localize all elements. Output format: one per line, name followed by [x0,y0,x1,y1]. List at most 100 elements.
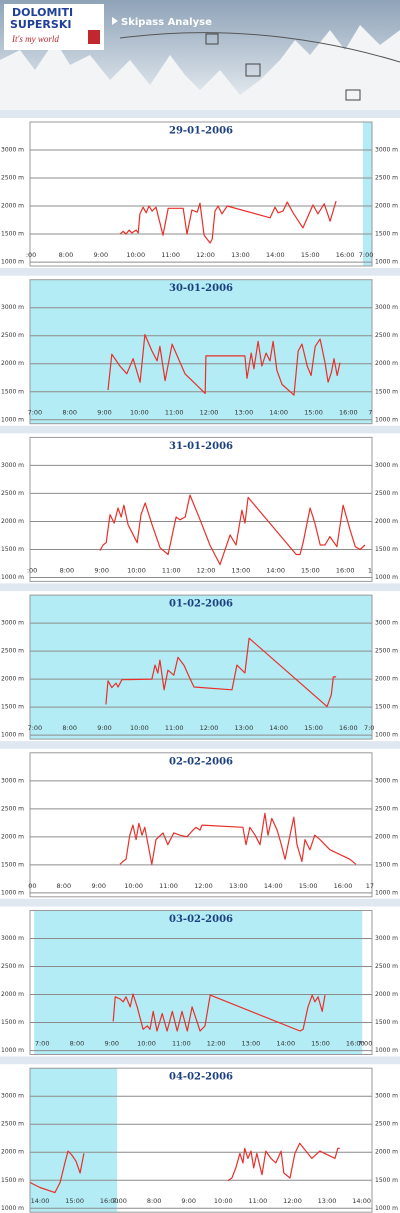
panel-background [0,118,400,268]
x-tick-label: 8:00 [57,882,72,890]
y-tick-label-right: 1500 m [375,546,398,553]
x-tick-label: 12:00 [283,1197,302,1205]
y-tick-label: 3000 m [1,1093,24,1100]
logo-line2: SUPERSKI [10,18,71,31]
x-tick-label: 8:00 [62,409,77,417]
chart-title: 02-02-2006 [169,756,233,767]
y-tick-label: 1000 m [1,1047,24,1054]
y-tick-label: 3000 m [1,304,24,311]
x-tick-label: 15:00 [311,1040,330,1048]
x-tick-label: 13:00 [318,1197,337,1205]
y-tick-label: 3000 m [1,462,24,469]
x-tick-label: 16:00 [336,251,355,259]
plot-frame [29,279,373,425]
x-tick-label: 14:00 [264,882,283,890]
y-tick-label-right: 2000 m [375,203,398,210]
y-tick-label-right: 2000 m [375,518,398,525]
y-tick-label: 3000 m [1,620,24,627]
y-tick-label-right: 1000 m [375,889,398,896]
y-tick-label: 1000 m [1,259,24,266]
y-tick-label-right: 1500 m [375,861,398,868]
y-tick-label: 2500 m [1,1121,24,1128]
x-tick-label: 15:00 [301,566,320,574]
y-tick-label-right: 2500 m [375,490,398,497]
x-tick-label: 7 [368,409,372,417]
y-tick-label: 1500 m [1,1177,24,1184]
y-tick-label-right: 3000 m [375,304,398,311]
x-tick-label: 7:00 [28,724,43,732]
y-tick-label: 2500 m [1,332,24,339]
y-tick-label: 1500 m [1,546,24,553]
chart-title: 01-02-2006 [169,599,233,610]
x-tick-label: 8:00 [70,1040,85,1048]
x-tick-label: 13:00 [242,1040,261,1048]
chart-panel: 1000 m 1000 m 1500 m 1500 m 2000 m 2000 m 2500… [0,1064,400,1213]
y-tick-label-right: 1500 m [375,388,398,395]
y-tick-label-right: 3000 m [375,935,398,942]
chart-title: 30-01-2006 [169,283,233,294]
y-tick-label-right: 1000 m [375,574,398,581]
x-tick-label: 16:00 [339,409,358,417]
x-tick-label: 14:00 [266,566,285,574]
x-tick-label: 1 [368,566,372,574]
y-tick-label: 2000 m [1,991,24,998]
chart-title: 29-01-2006 [169,126,233,137]
altitude-line [105,637,337,708]
x-tick-label: 15:00 [65,1197,84,1205]
y-tick-label: 2000 m [1,1149,24,1156]
x-tick-label: 16:00 [100,1197,119,1205]
y-tick-label: 2000 m [1,203,24,210]
y-tick-label-right: 1500 m [375,231,398,238]
y-tick-label-right: 1500 m [375,1019,398,1026]
y-tick-label: 3000 m [1,777,24,784]
x-tick-label: 9:00 [97,409,112,417]
plot-frame [29,1067,373,1213]
x-tick-label: 11:00 [172,1040,191,1048]
y-tick-label-right: 2500 m [375,963,398,970]
x-tick-label: 14:00 [266,251,285,259]
x-tick-label: 13:00 [234,724,253,732]
x-tick-label: 9:00 [181,1197,196,1205]
x-tick-label: 14:00 [352,1197,371,1205]
x-tick-label: 16:00 [346,1040,365,1048]
y-tick-label-right: 1500 m [375,704,398,711]
logo-box [4,4,104,50]
x-tick-label: 14:00 [269,409,288,417]
x-tick-label: 11:00 [161,251,180,259]
x-tick-label: 12:00 [207,1040,226,1048]
x-tick-label: 9:00 [97,724,112,732]
x-tick-label: :00 [26,251,36,259]
x-tick-label: 15:00 [299,882,318,890]
y-tick-label: 1000 m [1,574,24,581]
logo-mark [88,30,100,44]
x-tick-label: 10:00 [127,566,146,574]
altitude-line [119,200,337,244]
title-arrow [112,17,118,25]
y-tick-label: 2500 m [1,648,24,655]
plot-frame [29,594,373,740]
panel-background [0,433,400,584]
y-tick-label-right: 1000 m [375,1047,398,1054]
y-tick-label-right: 2500 m [375,805,398,812]
y-tick-label: 1000 m [1,1205,24,1212]
x-tick-label: 16:00 [334,882,353,890]
x-tick-label: 8:00 [147,1197,162,1205]
day-shade [34,910,363,1055]
y-tick-label-right: 1500 m [375,1177,398,1184]
x-tick-label: 13:00 [231,566,250,574]
chart-panel: 1000 m 1000 m 1500 m 1500 m 2000 m 2000 m 2500… [0,748,400,899]
y-tick-label: 1500 m [1,388,24,395]
y-tick-label-right: 2000 m [375,1149,398,1156]
y-tick-label-right: 3000 m [375,1093,398,1100]
y-tick-label-right: 2500 m [375,175,398,182]
altitude-line [112,993,326,1032]
x-tick-label: 9:00 [91,882,106,890]
y-tick-label: 3000 m [1,147,24,154]
x-tick-label: 16:00 [336,566,355,574]
y-tick-label-right: 2500 m [375,332,398,339]
x-tick-label: 8:00 [59,251,74,259]
x-tick-label: 10:00 [214,1197,233,1205]
y-tick-label: 2500 m [1,175,24,182]
y-tick-label: 2500 m [1,963,24,970]
